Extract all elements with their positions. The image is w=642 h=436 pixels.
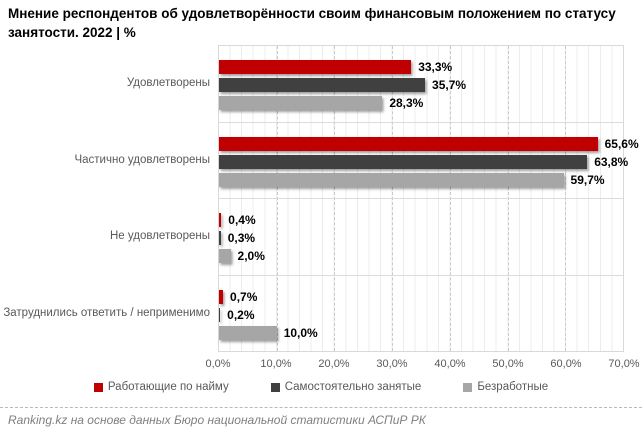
bar-s1-c2 [219, 136, 598, 151]
legend: Работающие по найму Самостоятельно заняты… [0, 381, 642, 393]
bar-row-s3-c1: 28,3% [219, 96, 623, 110]
bar-row-s2-c2: 63,8% [219, 154, 628, 169]
bar-value-label: 2,0% [237, 249, 265, 263]
footer: Ranking.kz на основе данных Бюро национа… [0, 407, 642, 427]
category-band-4: 0,7% 0,2% 10,0% [219, 274, 623, 352]
bar-row-s1-c3: 0,4% [219, 213, 623, 227]
bar-row-s2-c4: 0,2% [219, 307, 623, 322]
plot-bands: 33,3% 35,7% 28,3% 65,6% 63,8% 59,7% 0,4% 0,3% 2,… [219, 46, 639, 352]
bar-value-label: 10,0% [283, 325, 318, 340]
x-axis: 0,0% 10,0% 20,0% 30,0% 40,0% 50,0% 60,0% 70,0% [205, 358, 639, 372]
legend-label: Работающие по найму [107, 381, 229, 393]
bar-s1-c1 [219, 60, 412, 74]
legend-swatch-icon [93, 382, 103, 392]
bar-s2-c3 [219, 231, 221, 245]
bar-row-s1-c1: 33,3% [219, 60, 623, 74]
x-axis-tick-label-40: 40,0% [434, 358, 466, 370]
bar-s3-c2 [219, 172, 564, 187]
legend-label: Самостоятельно занятые [284, 381, 422, 393]
bar-s3-c1 [219, 96, 383, 110]
bar-value-label: 65,6% [604, 136, 639, 151]
chart-title-line1: Мнение респондентов об удовлетворённости… [8, 6, 616, 21]
bar-row-s2-c3: 0,3% [219, 231, 623, 245]
legend-item-2: Самостоятельно занятые [270, 381, 422, 393]
chart-title: Мнение респондентов об удовлетворённости… [8, 4, 628, 42]
x-axis-tick-label-20: 20,0% [318, 358, 350, 370]
x-axis-tick-label-60: 60,0% [550, 358, 582, 370]
category-axis: Удовлетворены Частично удовлетворены Не уд… [0, 45, 210, 352]
bar-row-s1-c2: 65,6% [219, 136, 639, 151]
legend-item-1: Работающие по найму [93, 381, 229, 393]
legend-swatch-icon [270, 382, 280, 392]
source-attribution: Ranking.kz на основе данных Бюро национа… [8, 413, 426, 427]
bar-value-label: 0,4% [228, 213, 256, 227]
category-label-2: Частично удовлетворены [74, 153, 210, 166]
x-axis-tick-label-10: 10,0% [260, 358, 292, 370]
bar-value-label: 35,7% [432, 78, 467, 92]
bar-value-label: 0,3% [227, 231, 256, 245]
category-band-2: 65,6% 63,8% 59,7% [219, 121, 639, 199]
category-band-3: 0,4% 0,3% 2,0% [219, 198, 623, 275]
x-axis-tick-label-0: 0,0% [205, 358, 231, 370]
bar-s3-c3 [219, 249, 231, 263]
category-label-4: Затруднились ответить / неприменимо [3, 307, 210, 320]
category-label-1: Удовлетворены [126, 76, 210, 89]
bar-s2-c1 [219, 78, 426, 92]
bar-row-s3-c2: 59,7% [219, 172, 623, 187]
bar-row-s3-c3: 2,0% [219, 249, 623, 263]
bar-value-label: 0,2% [227, 307, 255, 322]
chart-title-line2: занятости. 2022 | % [8, 25, 136, 40]
category-label-3: Не удовлетворены [110, 230, 210, 243]
legend-label: Безработные [477, 381, 549, 393]
bar-value-label: 63,8% [594, 154, 629, 169]
x-axis-tick-label-70: 70,0% [608, 358, 640, 370]
x-axis-tick-label-50: 50,0% [492, 358, 524, 370]
legend-item-3: Безработные [463, 381, 548, 393]
bar-row-s1-c4: 0,7% [219, 289, 623, 304]
bar-row-s3-c4: 10,0% [219, 325, 623, 340]
bar-s3-c4 [219, 325, 277, 340]
bar-value-label: 33,3% [418, 60, 453, 74]
bar-value-label: 28,3% [389, 96, 424, 110]
bar-s2-c2 [219, 154, 588, 169]
legend-swatch-icon [463, 382, 473, 392]
bar-s1-c3 [219, 213, 222, 227]
bar-s2-c4 [219, 307, 221, 322]
bar-s1-c4 [219, 289, 224, 304]
plot-area: 33,3% 35,7% 28,3% 65,6% 63,8% 59,7% 0,4% 0,3% 2,… [218, 45, 639, 352]
bar-row-s2-c1: 35,7% [219, 78, 623, 92]
x-axis-tick-label-30: 30,0% [376, 358, 408, 370]
bar-value-label: 59,7% [570, 172, 605, 187]
category-band-1: 33,3% 35,7% 28,3% [219, 46, 623, 122]
bar-value-label: 0,7% [230, 289, 258, 304]
